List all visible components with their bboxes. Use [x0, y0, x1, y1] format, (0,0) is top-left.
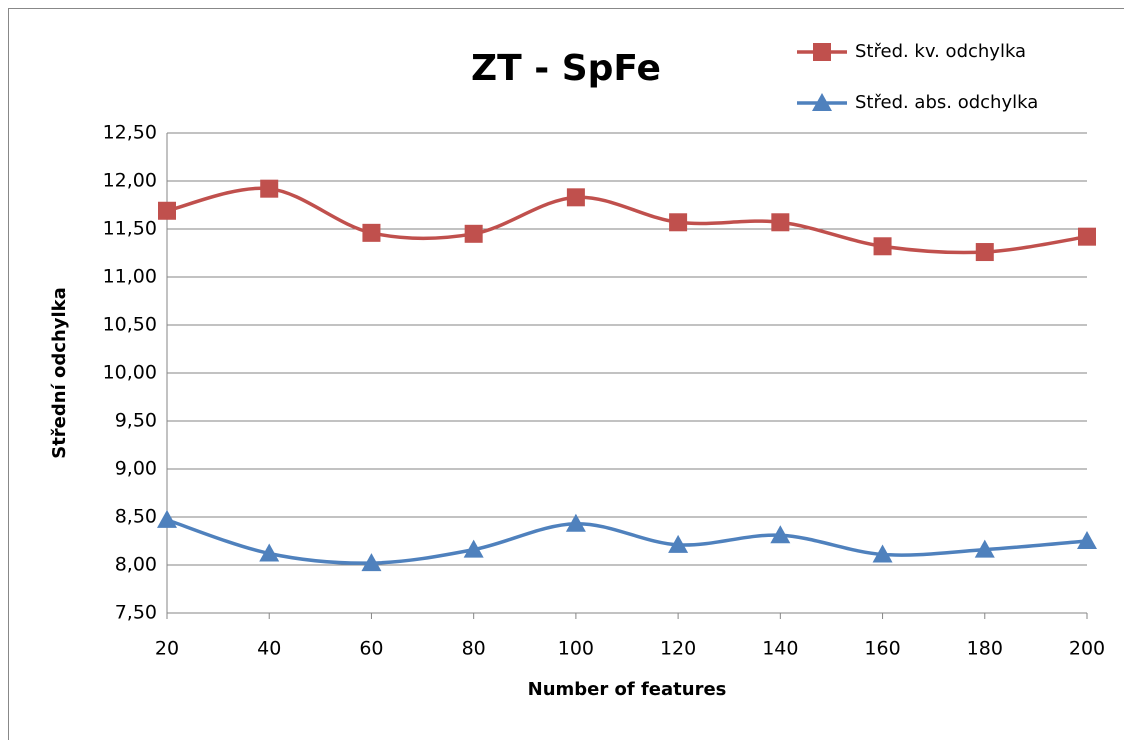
x-tick-label: 20 — [155, 638, 179, 660]
marker — [669, 213, 688, 232]
marker — [361, 553, 382, 572]
y-tick-label: 9,50 — [115, 410, 157, 432]
marker — [770, 525, 791, 544]
marker — [566, 188, 585, 207]
marker — [872, 544, 893, 563]
x-tick-label: 120 — [660, 638, 696, 660]
y-tick-label: 7,50 — [115, 602, 157, 624]
marker — [975, 243, 994, 262]
marker — [464, 224, 483, 243]
x-tick-label: 180 — [967, 638, 1003, 660]
y-tick-label: 12,00 — [103, 170, 157, 192]
marker — [259, 543, 280, 562]
y-tick-label: 11,50 — [103, 218, 157, 240]
marker — [812, 93, 832, 111]
marker — [771, 213, 790, 232]
y-tick-label: 9,00 — [115, 458, 157, 480]
y-tick-label: 8,50 — [115, 506, 157, 528]
marker — [668, 534, 689, 553]
x-tick-label: 80 — [462, 638, 486, 660]
y-tick-label: 11,00 — [103, 266, 157, 288]
chart-frame — [8, 8, 1124, 740]
marker — [362, 223, 381, 242]
y-tick-label: 8,00 — [115, 554, 157, 576]
marker — [260, 179, 279, 198]
marker — [873, 237, 892, 256]
x-tick-label: 40 — [257, 638, 281, 660]
legend-label: Střed. abs. odchylka — [855, 92, 1038, 113]
y-tick-label: 10,50 — [103, 314, 157, 336]
y-tick-label: 12,50 — [103, 122, 157, 144]
x-axis-label: Number of features — [528, 679, 727, 700]
x-tick-label: 200 — [1069, 638, 1105, 660]
marker — [813, 43, 831, 61]
x-tick-label: 160 — [864, 638, 900, 660]
marker — [463, 539, 484, 558]
series-line — [166, 186, 1088, 255]
marker — [1078, 227, 1096, 246]
legend-label: Střed. kv. odchylka — [855, 41, 1026, 62]
marker — [565, 513, 586, 532]
marker — [1077, 531, 1097, 549]
marker — [158, 201, 176, 220]
marker — [974, 539, 995, 558]
marker — [157, 509, 177, 528]
chart-title: ZT - SpFe — [471, 48, 661, 89]
y-axis-label: Střední odchylka — [49, 287, 70, 459]
x-tick-label: 140 — [762, 638, 798, 660]
y-tick-label: 10,00 — [103, 362, 157, 384]
x-tick-label: 60 — [359, 638, 383, 660]
x-tick-label: 100 — [558, 638, 594, 660]
series-line — [166, 518, 1088, 565]
